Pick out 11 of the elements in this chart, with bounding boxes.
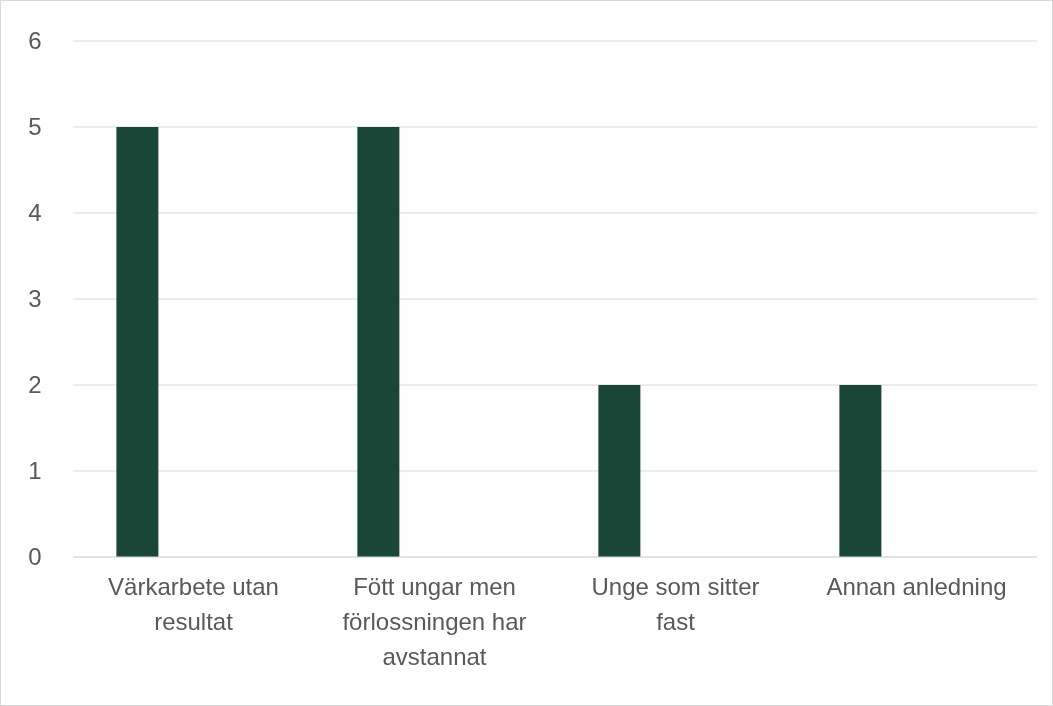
x-tick-label: Annan anledning: [826, 573, 1007, 600]
x-tick-label: Värkarbete utan resultat: [108, 573, 279, 635]
y-tick-label: 6: [28, 27, 42, 55]
y-tick-label: 3: [28, 285, 42, 313]
y-tick-label: 1: [28, 457, 42, 485]
x-tick-label: Unge som sitter fast: [591, 573, 760, 635]
y-tick-label: 5: [28, 113, 42, 141]
y-tick-label: 2: [28, 371, 42, 399]
y-tick-label: 0: [28, 543, 42, 571]
x-tick-label: Fött ungar men förlossningen har avstannat: [342, 573, 527, 670]
y-tick-label: 4: [28, 199, 42, 227]
